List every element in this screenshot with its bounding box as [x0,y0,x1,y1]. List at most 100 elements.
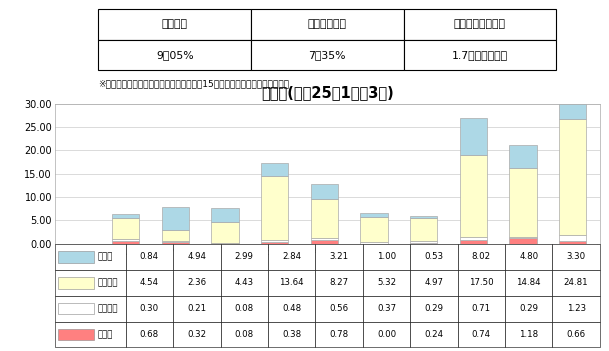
Bar [457,322,505,347]
Bar [410,218,437,241]
Bar [410,296,457,322]
Text: 0.74: 0.74 [472,330,491,339]
Bar [268,322,315,347]
Text: 0.08: 0.08 [234,304,254,313]
Bar [173,296,220,322]
Text: 14.84: 14.84 [516,278,541,287]
Bar [57,329,94,340]
Bar [261,240,288,242]
Bar [125,296,173,322]
Bar [552,270,600,296]
Bar [460,240,487,244]
Bar [311,184,338,199]
Bar [410,244,457,270]
Bar [410,241,437,243]
Bar [363,270,410,296]
Bar [112,240,139,244]
Text: 0.53: 0.53 [424,252,443,261]
Text: 8.27: 8.27 [329,278,348,287]
Text: 当期実績: 当期実績 [162,19,188,29]
Bar [311,240,338,244]
Text: 0.21: 0.21 [187,304,206,313]
Bar [57,303,94,314]
Text: 24.81: 24.81 [564,278,588,287]
Text: 4.43: 4.43 [234,278,254,287]
Text: 0.24: 0.24 [424,330,443,339]
Text: 0.48: 0.48 [282,304,301,313]
Bar [57,277,94,289]
Text: 7．35%: 7．35% [309,50,346,60]
Bar [268,244,315,270]
Bar [55,296,125,322]
Text: 0.29: 0.29 [424,304,443,313]
Bar [55,270,125,296]
Bar [211,222,239,243]
Bar [505,322,552,347]
Bar [211,243,239,244]
Bar [505,296,552,322]
Bar [509,168,537,237]
Text: 0.37: 0.37 [377,304,396,313]
Bar [363,296,410,322]
Bar [361,213,387,217]
Bar [112,218,139,239]
Bar [261,163,288,176]
Bar [261,242,288,244]
Bar [55,322,125,347]
Text: ※備考「遅延便」とは、出発予定時刻より15分を超えて出発した便をいう。: ※備考「遅延便」とは、出発予定時刻より15分を超えて出発した便をいう。 [99,79,289,88]
Bar [161,207,189,230]
Text: 0.32: 0.32 [187,330,206,339]
Bar [125,244,173,270]
Bar [552,322,600,347]
Text: 17.50: 17.50 [469,278,494,287]
Text: 8.02: 8.02 [472,252,491,261]
Bar [552,296,600,322]
Text: 2.36: 2.36 [187,278,206,287]
Bar [161,242,189,244]
Bar [315,244,363,270]
Bar [505,270,552,296]
Text: 3.30: 3.30 [566,252,586,261]
Bar [457,296,505,322]
Bar [457,270,505,296]
Bar [559,119,586,235]
Text: 1.7ポイント上昇: 1.7ポイント上昇 [452,50,508,60]
Text: その他: その他 [97,252,113,261]
Bar [311,238,338,240]
Bar [99,40,251,70]
Bar [211,208,239,222]
Text: 9．05%: 9．05% [156,50,194,60]
Text: 3.21: 3.21 [329,252,348,261]
Bar [457,244,505,270]
Bar [509,145,537,168]
Bar [220,244,268,270]
Bar [363,244,410,270]
Bar [410,322,457,347]
Text: 4.54: 4.54 [140,278,159,287]
Text: 0.84: 0.84 [140,252,159,261]
Text: 0.71: 0.71 [472,304,491,313]
Bar [410,270,457,296]
Text: 0.00: 0.00 [377,330,396,339]
Bar [57,251,94,263]
Bar [315,296,363,322]
Bar [268,270,315,296]
Bar [173,322,220,347]
Text: 0.56: 0.56 [329,304,348,313]
Bar [460,118,487,155]
Bar [220,296,268,322]
Bar [505,244,552,270]
Text: 0.30: 0.30 [140,304,159,313]
Text: 0.78: 0.78 [329,330,348,339]
Text: 4.80: 4.80 [519,252,538,261]
Bar [315,270,363,296]
Bar [261,176,288,240]
Bar [125,322,173,347]
Bar [112,214,139,218]
Text: 1.00: 1.00 [377,252,396,261]
Text: 機材故障: 機材故障 [97,304,118,313]
Text: 前年同期との比較: 前年同期との比較 [454,19,506,29]
Text: 13.64: 13.64 [280,278,304,287]
Text: 1.18: 1.18 [519,330,538,339]
Bar [559,104,586,119]
